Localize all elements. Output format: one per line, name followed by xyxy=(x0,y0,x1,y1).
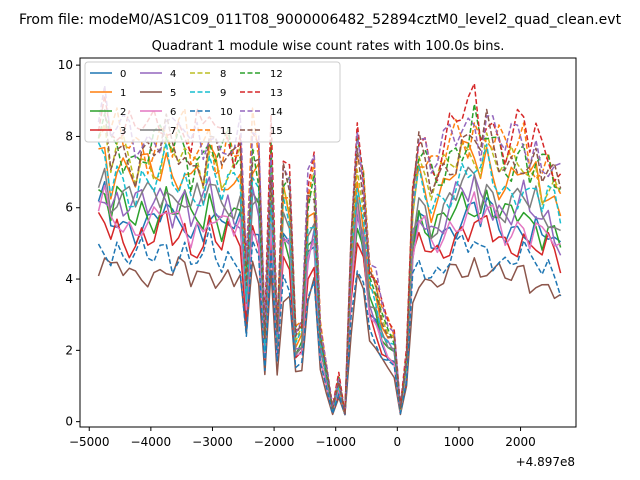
x-tick-label: 2000 xyxy=(505,435,536,449)
legend-label-4: 4 xyxy=(170,69,176,80)
series-layer xyxy=(97,82,562,416)
legend-label-2: 2 xyxy=(120,107,126,118)
x-offset-label: +4.897e8 xyxy=(516,455,575,469)
legend-label-1: 1 xyxy=(120,88,126,99)
y-tick-label: 6 xyxy=(65,201,73,215)
legend-label-6: 6 xyxy=(170,107,176,118)
legend-label-0: 0 xyxy=(120,69,126,80)
legend-label-11: 11 xyxy=(220,126,233,137)
plot-frame xyxy=(79,57,577,428)
chart-title: Quadrant 1 module wise count rates with … xyxy=(152,39,505,54)
legend-label-5: 5 xyxy=(170,88,176,99)
legend-label-10: 10 xyxy=(220,107,233,118)
series-line-5 xyxy=(97,256,561,416)
y-axis: 0 2 4 6 8 10 xyxy=(58,58,80,429)
legend-label-14: 14 xyxy=(270,107,283,118)
y-tick-label: 0 xyxy=(65,415,73,429)
legend-label-3: 3 xyxy=(120,126,126,137)
legend-label-9: 9 xyxy=(220,88,226,99)
series-line-10 xyxy=(97,227,562,416)
x-tick-label: −1000 xyxy=(315,435,356,449)
series-line-15 xyxy=(98,107,562,415)
x-tick-label: 1000 xyxy=(444,435,475,449)
y-tick-label: 10 xyxy=(58,58,73,72)
x-tick-label: −5000 xyxy=(69,435,110,449)
series-line-6 xyxy=(97,184,561,416)
legend-label-13: 13 xyxy=(270,88,283,99)
chart-suptitle: From file: modeM0/AS1C09_011T08_90000064… xyxy=(19,12,622,28)
legend-label-15: 15 xyxy=(270,126,283,137)
x-tick-label: 0 xyxy=(393,435,401,449)
y-tick-label: 4 xyxy=(65,272,73,286)
legend-label-12: 12 xyxy=(270,69,283,80)
legend-label-8: 8 xyxy=(220,69,226,80)
y-tick-label: 8 xyxy=(65,129,73,143)
x-tick-label: −4000 xyxy=(131,435,172,449)
series-line-12 xyxy=(97,103,561,415)
legend-label-7: 7 xyxy=(170,126,176,137)
x-tick-label: −3000 xyxy=(192,435,233,449)
y-tick-label: 2 xyxy=(65,343,73,357)
series-line-9 xyxy=(97,142,562,415)
x-axis: −5000 −4000 −3000 −2000 −1000 0 1000 2000 xyxy=(69,427,536,449)
legend-box xyxy=(84,61,341,143)
x-tick-label: −2000 xyxy=(254,435,295,449)
